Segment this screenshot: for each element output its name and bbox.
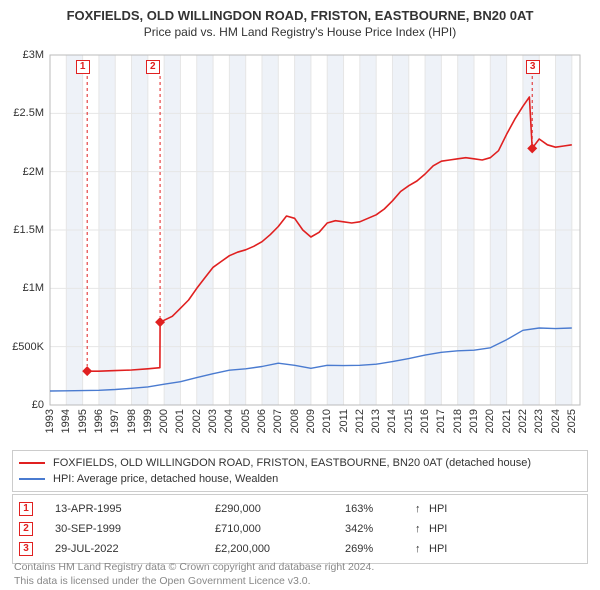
price-marker-diamond bbox=[155, 317, 165, 327]
legend-swatch bbox=[19, 478, 45, 480]
x-tick-label: 2005 bbox=[240, 409, 252, 433]
legend-row: FOXFIELDS, OLD WILLINGDON ROAD, FRISTON,… bbox=[19, 455, 581, 471]
legend-row: HPI: Average price, detached house, Weal… bbox=[19, 471, 581, 487]
price-note-date: 30-SEP-1999 bbox=[55, 519, 215, 539]
chart-plot-area: £0£500K£1M£1.5M£2M£2.5M£3M19931994199519… bbox=[50, 55, 580, 405]
x-tick-label: 1997 bbox=[109, 409, 121, 433]
x-tick-label: 2008 bbox=[289, 409, 301, 433]
price-note-price: £290,000 bbox=[215, 499, 345, 519]
y-tick-label: £0 bbox=[32, 399, 44, 411]
price-marker-index-box: 2 bbox=[146, 60, 160, 74]
title-block: FOXFIELDS, OLD WILLINGDON ROAD, FRISTON,… bbox=[0, 0, 600, 39]
x-tick-label: 2017 bbox=[435, 409, 447, 433]
x-tick-label: 1995 bbox=[77, 409, 89, 433]
price-note-date: 13-APR-1995 bbox=[55, 499, 215, 519]
chart-svg bbox=[50, 55, 580, 405]
up-arrow-icon: ↑ bbox=[415, 539, 429, 559]
chart-container: FOXFIELDS, OLD WILLINGDON ROAD, FRISTON,… bbox=[0, 0, 600, 590]
price-note-price: £2,200,000 bbox=[215, 539, 345, 559]
price-marker-diamond bbox=[82, 366, 92, 376]
x-tick-label: 2019 bbox=[468, 409, 480, 433]
x-tick-label: 2013 bbox=[370, 409, 382, 433]
price-note-row: 2 30-SEP-1999£710,000342%↑HPI bbox=[19, 519, 581, 539]
price-note-hpi-label: HPI bbox=[429, 499, 581, 519]
legend-swatch bbox=[19, 462, 45, 464]
up-arrow-icon: ↑ bbox=[415, 499, 429, 519]
x-tick-label: 1996 bbox=[93, 409, 105, 433]
price-note-index-box: 1 bbox=[19, 502, 33, 516]
y-tick-label: £500K bbox=[12, 341, 44, 353]
price-note-hpi-label: HPI bbox=[429, 519, 581, 539]
x-tick-label: 2003 bbox=[207, 409, 219, 433]
x-tick-label: 1998 bbox=[126, 409, 138, 433]
x-tick-label: 2007 bbox=[272, 409, 284, 433]
price-note-pct: 342% bbox=[345, 519, 415, 539]
price-note-index-box: 2 bbox=[19, 522, 33, 536]
x-tick-label: 2014 bbox=[386, 409, 398, 433]
price-note-pct: 269% bbox=[345, 539, 415, 559]
price-note-date: 29-JUL-2022 bbox=[55, 539, 215, 559]
x-tick-label: 2023 bbox=[533, 409, 545, 433]
title-line-2: Price paid vs. HM Land Registry's House … bbox=[0, 25, 600, 39]
x-tick-label: 2011 bbox=[338, 409, 350, 433]
title-line-1: FOXFIELDS, OLD WILLINGDON ROAD, FRISTON,… bbox=[0, 8, 600, 23]
x-tick-label: 2006 bbox=[256, 409, 268, 433]
y-tick-label: £3M bbox=[23, 49, 44, 61]
x-tick-label: 2000 bbox=[158, 409, 170, 433]
x-tick-label: 2004 bbox=[223, 409, 235, 433]
y-tick-label: £2M bbox=[23, 166, 44, 178]
legend-label: FOXFIELDS, OLD WILLINGDON ROAD, FRISTON,… bbox=[53, 457, 531, 469]
x-tick-label: 2010 bbox=[321, 409, 333, 433]
price-note-price: £710,000 bbox=[215, 519, 345, 539]
x-tick-label: 2020 bbox=[484, 409, 496, 433]
x-tick-label: 2025 bbox=[566, 409, 578, 433]
up-arrow-icon: ↑ bbox=[415, 519, 429, 539]
x-tick-label: 1999 bbox=[142, 409, 154, 433]
attribution-footer: Contains HM Land Registry data © Crown c… bbox=[12, 561, 588, 588]
price-note-pct: 163% bbox=[345, 499, 415, 519]
x-tick-label: 1994 bbox=[60, 409, 72, 433]
x-tick-label: 2012 bbox=[354, 409, 366, 433]
price-note-index-box: 3 bbox=[19, 542, 33, 556]
x-tick-label: 2024 bbox=[550, 409, 562, 433]
x-tick-label: 1993 bbox=[44, 409, 56, 433]
footer-line-1: Contains HM Land Registry data © Crown c… bbox=[14, 561, 586, 575]
x-tick-label: 2016 bbox=[419, 409, 431, 433]
x-tick-label: 2022 bbox=[517, 409, 529, 433]
legend-label: HPI: Average price, detached house, Weal… bbox=[53, 473, 278, 485]
footer-line-2: This data is licensed under the Open Gov… bbox=[14, 575, 586, 589]
x-tick-label: 2015 bbox=[403, 409, 415, 433]
x-tick-label: 2018 bbox=[452, 409, 464, 433]
x-tick-label: 2021 bbox=[501, 409, 513, 433]
price-note-row: 1 13-APR-1995£290,000163%↑HPI bbox=[19, 499, 581, 519]
legend-box: FOXFIELDS, OLD WILLINGDON ROAD, FRISTON,… bbox=[12, 450, 588, 492]
price-note-row: 3 29-JUL-2022£2,200,000269%↑HPI bbox=[19, 539, 581, 559]
x-tick-label: 2002 bbox=[191, 409, 203, 433]
y-tick-label: £2.5M bbox=[13, 107, 44, 119]
price-marker-index-box: 1 bbox=[76, 60, 90, 74]
x-tick-label: 2001 bbox=[174, 409, 186, 433]
price-marker-index-box: 3 bbox=[526, 60, 540, 74]
price-note-hpi-label: HPI bbox=[429, 539, 581, 559]
y-tick-label: £1.5M bbox=[13, 224, 44, 236]
y-tick-label: £1M bbox=[23, 282, 44, 294]
x-tick-label: 2009 bbox=[305, 409, 317, 433]
price-notes-box: 1 13-APR-1995£290,000163%↑HPI 2 30-SEP-1999… bbox=[12, 494, 588, 564]
